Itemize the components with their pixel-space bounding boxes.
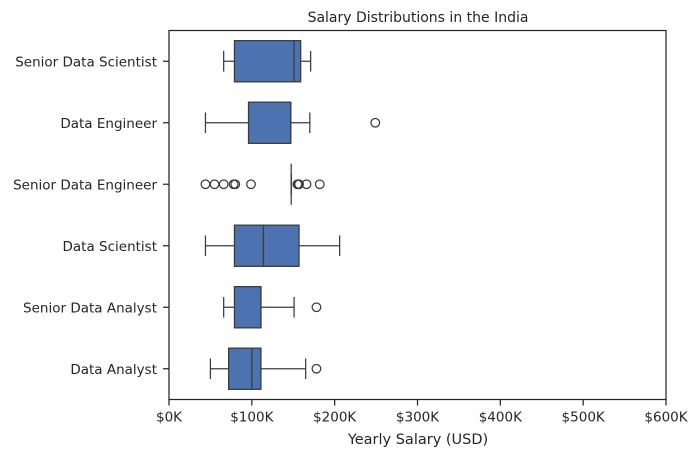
- box-group: [204, 224, 341, 267]
- iqr-box: [233, 40, 302, 83]
- box-group: [223, 286, 322, 329]
- x-tick-label: $300K: [396, 410, 440, 426]
- x-tick-label: $100K: [230, 410, 274, 426]
- iqr-box: [233, 224, 300, 267]
- chart-title: Salary Distributions in the India: [308, 10, 529, 26]
- outlier-point: [209, 179, 220, 190]
- plot-frame: [168, 29, 667, 401]
- x-axis: $0K $100K $200K $300K $400K $500K $600K: [156, 399, 689, 426]
- x-tick-label: $200K: [313, 410, 357, 426]
- iqr-box: [233, 286, 262, 329]
- y-tick-label: Senior Data Scientist: [15, 54, 157, 70]
- box-group: [209, 347, 322, 390]
- outlier-point: [311, 363, 322, 374]
- y-tick-label: Data Analyst: [70, 362, 157, 378]
- box-group: [204, 101, 381, 144]
- outlier-point: [311, 302, 322, 313]
- outlier-point: [294, 179, 304, 190]
- y-tick-label: Data Engineer: [60, 116, 157, 132]
- x-tick-label: $400K: [479, 410, 523, 426]
- box-group: [200, 163, 325, 205]
- outlier-point: [301, 179, 312, 190]
- outlier-point: [370, 117, 381, 128]
- outlier-point: [246, 179, 256, 190]
- plot-marks: [200, 40, 381, 390]
- iqr-box: [228, 347, 262, 390]
- y-tick-label: Senior Data Engineer: [13, 177, 157, 193]
- x-tick-label: $600K: [644, 410, 688, 426]
- box-group: [223, 40, 312, 83]
- y-tick-label: Data Scientist: [63, 239, 158, 255]
- y-tick-label: Senior Data Analyst: [23, 300, 157, 316]
- x-axis-label: Yearly Salary (USD): [347, 432, 488, 448]
- iqr-box: [247, 101, 292, 144]
- outlier-point: [230, 179, 241, 190]
- x-tick-label: $500K: [562, 410, 606, 426]
- outlier-point: [200, 179, 211, 190]
- x-tick-label: $0K: [156, 410, 183, 426]
- y-axis: Senior Data Scientist Data Engineer Senior…: [13, 54, 169, 378]
- outlier-point: [218, 179, 229, 190]
- outlier-point: [314, 179, 325, 190]
